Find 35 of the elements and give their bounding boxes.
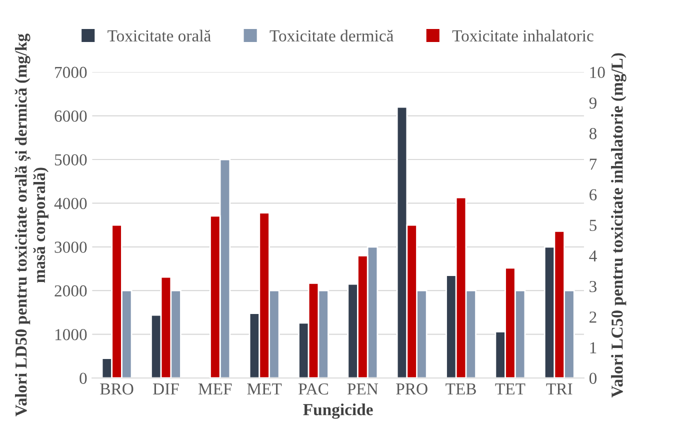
y2-tick-label: 4 (589, 250, 597, 262)
y2-tick-label: 2 (590, 312, 596, 323)
legend-label: Toxicitate orală (108, 30, 211, 42)
y2-tick-label: 6 (590, 189, 597, 200)
x-tick-label: MEF (198, 384, 232, 394)
y-tick-label: 6000 (54, 110, 87, 122)
y2-tick-label: 7 (590, 158, 597, 170)
x-tick-label: PRO (396, 383, 428, 395)
y2-tick-label: 1 (590, 342, 596, 354)
y2-tick-label: 9 (589, 97, 596, 109)
y2-axis-title: Valori LC50 pentru toxicitate inhalatorie (mg/L) (611, 53, 626, 398)
y-tick-label: 2000 (54, 285, 87, 297)
y2-tick-label: 0 (589, 372, 597, 384)
y-tick-label: 3000 (54, 242, 87, 253)
y-axis-title: Valori LD50 pentru toxicitate orală și dermică (mg/kg masă corporală) (14, 34, 48, 416)
y2-tick-label: 5 (590, 220, 597, 231)
x-tick-label: PEN (347, 384, 378, 394)
y-tick-label: 4000 (54, 198, 87, 210)
x-axis-title: Fungicide (303, 404, 373, 419)
legend-label: Toxicitate dermică (270, 30, 394, 42)
x-tick-label: DIF (153, 384, 179, 394)
x-tick-label: TEB (446, 384, 476, 394)
y-tick-label: 0 (80, 372, 87, 384)
y-tick-label: 1000 (55, 329, 87, 340)
x-tick-label: BRO (100, 383, 134, 395)
x-tick-label: PAC (298, 383, 328, 395)
x-tick-label: MET (247, 384, 282, 394)
legend-label: Toxicitate inhalatoric (452, 30, 594, 42)
y-tick-label: 7000 (55, 66, 87, 78)
x-tick-label: TET (495, 384, 526, 394)
y-tick-label: 5000 (54, 154, 87, 166)
y2-tick-label: 10 (590, 66, 605, 78)
y2-tick-label: 8 (589, 128, 597, 140)
y2-tick-label: 3 (590, 280, 597, 292)
x-tick-label: TRI (546, 384, 572, 394)
